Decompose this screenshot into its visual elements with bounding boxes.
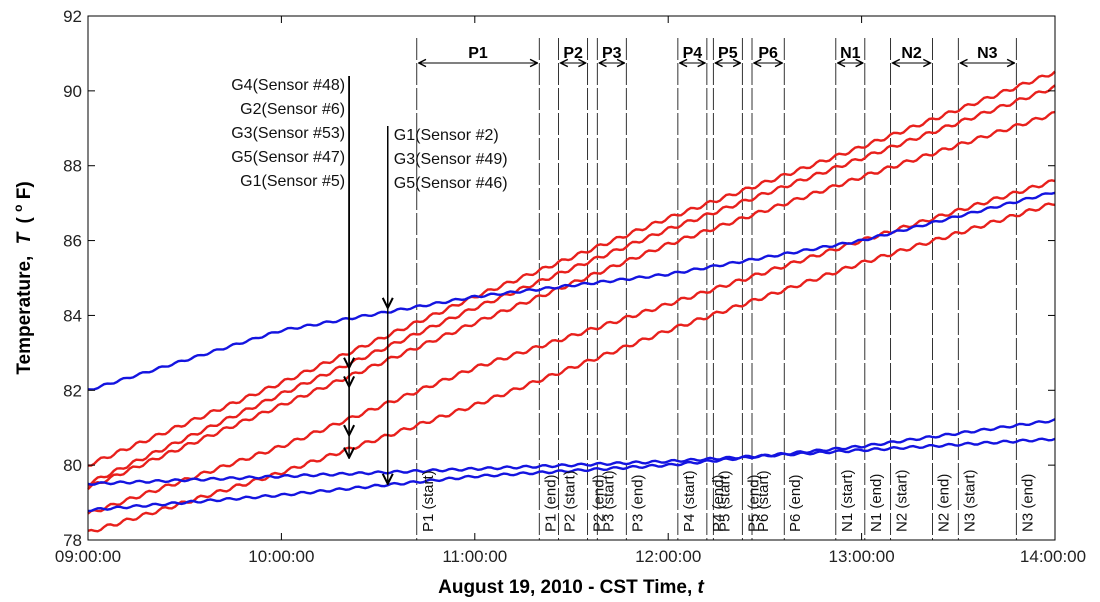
- period-boundary-label: N2 (start): [894, 469, 911, 532]
- sensor-label: G2(Sensor #6): [240, 101, 345, 118]
- period-label: P1: [468, 45, 488, 62]
- data-series-line: [87, 84, 1056, 487]
- period-boundary-label: N1 (start): [839, 469, 856, 532]
- period-label: P5: [718, 45, 738, 62]
- period-boundary-label: P2 (end): [591, 474, 608, 532]
- data-series-line: [88, 70, 1056, 467]
- period-boundary-label: P6 (start): [755, 470, 772, 532]
- data-series-line: [87, 191, 1056, 391]
- data-series-line: [87, 202, 1056, 533]
- y-tick-label: 92: [63, 7, 82, 26]
- x-tick-label: 14:00:00: [1020, 547, 1086, 566]
- x-tick-label: 11:00:00: [442, 547, 507, 566]
- period-boundary-label: N1 (end): [868, 474, 885, 532]
- y-tick-label: 88: [63, 157, 82, 176]
- y-axis-title-unit-close: F): [14, 181, 35, 199]
- x-tick-label: 13:00:00: [829, 547, 895, 566]
- plot-background: [88, 16, 1055, 540]
- y-tick-label: 78: [63, 531, 82, 550]
- period-label: P2: [563, 45, 583, 62]
- period-label: N1: [840, 45, 861, 62]
- period-boundary-label: P4 (end): [710, 474, 727, 532]
- period-boundary-label: P5 (start): [716, 470, 733, 532]
- sensor-label: G1(Sensor #2): [394, 127, 499, 144]
- sensor-label: G5(Sensor #46): [394, 175, 508, 192]
- y-tick-label: 82: [63, 381, 82, 400]
- y-axis-title: Temperature, T ( o F): [6, 181, 35, 374]
- data-series-line: [87, 418, 1056, 513]
- y-tick-label: 90: [63, 82, 82, 101]
- x-axis-title-text: August 19, 2010 - CST Time,: [438, 577, 692, 598]
- x-tick-label: 10:00:00: [248, 547, 314, 566]
- y-axis-title-text: Temperature,: [14, 256, 35, 375]
- period-boundary-label: N2 (end): [936, 474, 953, 532]
- plot-content: P1 P1 (start) P1 (end) P2 P2 (start) P2 (end)…: [87, 38, 1056, 540]
- period-boundary-label: P1 (end): [542, 474, 559, 532]
- y-axis-title-unit-degree: o: [11, 205, 25, 212]
- y-tick-label: 84: [63, 306, 82, 325]
- x-tick-label: 12:00:00: [635, 547, 701, 566]
- x-tick-label: 09:00:00: [55, 547, 121, 566]
- period-boundary-label: N3 (start): [961, 469, 978, 532]
- sensor-label: G3(Sensor #53): [231, 125, 345, 142]
- sensor-label: G5(Sensor #47): [231, 149, 345, 166]
- y-tick-label: 80: [63, 456, 82, 475]
- x-axis-title-variable: t: [698, 577, 705, 598]
- plot-frame: [87, 15, 1056, 541]
- sensor-label: G3(Sensor #49): [394, 151, 508, 168]
- period-boundary-label: P3 (start): [600, 470, 617, 532]
- period-boundary-label: P1 (start): [420, 470, 437, 532]
- period-label: P4: [683, 45, 703, 62]
- y-tick-label: 86: [63, 232, 82, 251]
- y-axis-title-variable: T: [14, 231, 35, 244]
- sensor-label: G1(Sensor #5): [240, 173, 345, 190]
- y-axis-title-unit-open: (: [14, 217, 35, 224]
- period-boundary-label: P5 (end): [745, 474, 762, 532]
- period-boundary-label: P4 (start): [681, 470, 698, 532]
- period-label: P6: [758, 45, 778, 62]
- period-label: N2: [901, 45, 922, 62]
- x-axis-title: August 19, 2010 - CST Time, t: [438, 577, 704, 598]
- period-label: N3: [977, 45, 998, 62]
- data-series-line: [87, 110, 1056, 490]
- period-label: P3: [602, 45, 622, 62]
- period-boundary-label: P3 (end): [629, 474, 646, 532]
- period-boundary-label: P6 (end): [787, 474, 804, 532]
- period-boundary-label: N3 (end): [1019, 474, 1036, 532]
- sensor-label: G4(Sensor #48): [231, 77, 345, 94]
- data-series-line: [87, 437, 1056, 486]
- axes: 78 80 82 84 86 88 90 92 09:00:00 10:00:00 11:00:00…: [55, 7, 1086, 566]
- period-boundary-label: P2 (start): [562, 470, 579, 532]
